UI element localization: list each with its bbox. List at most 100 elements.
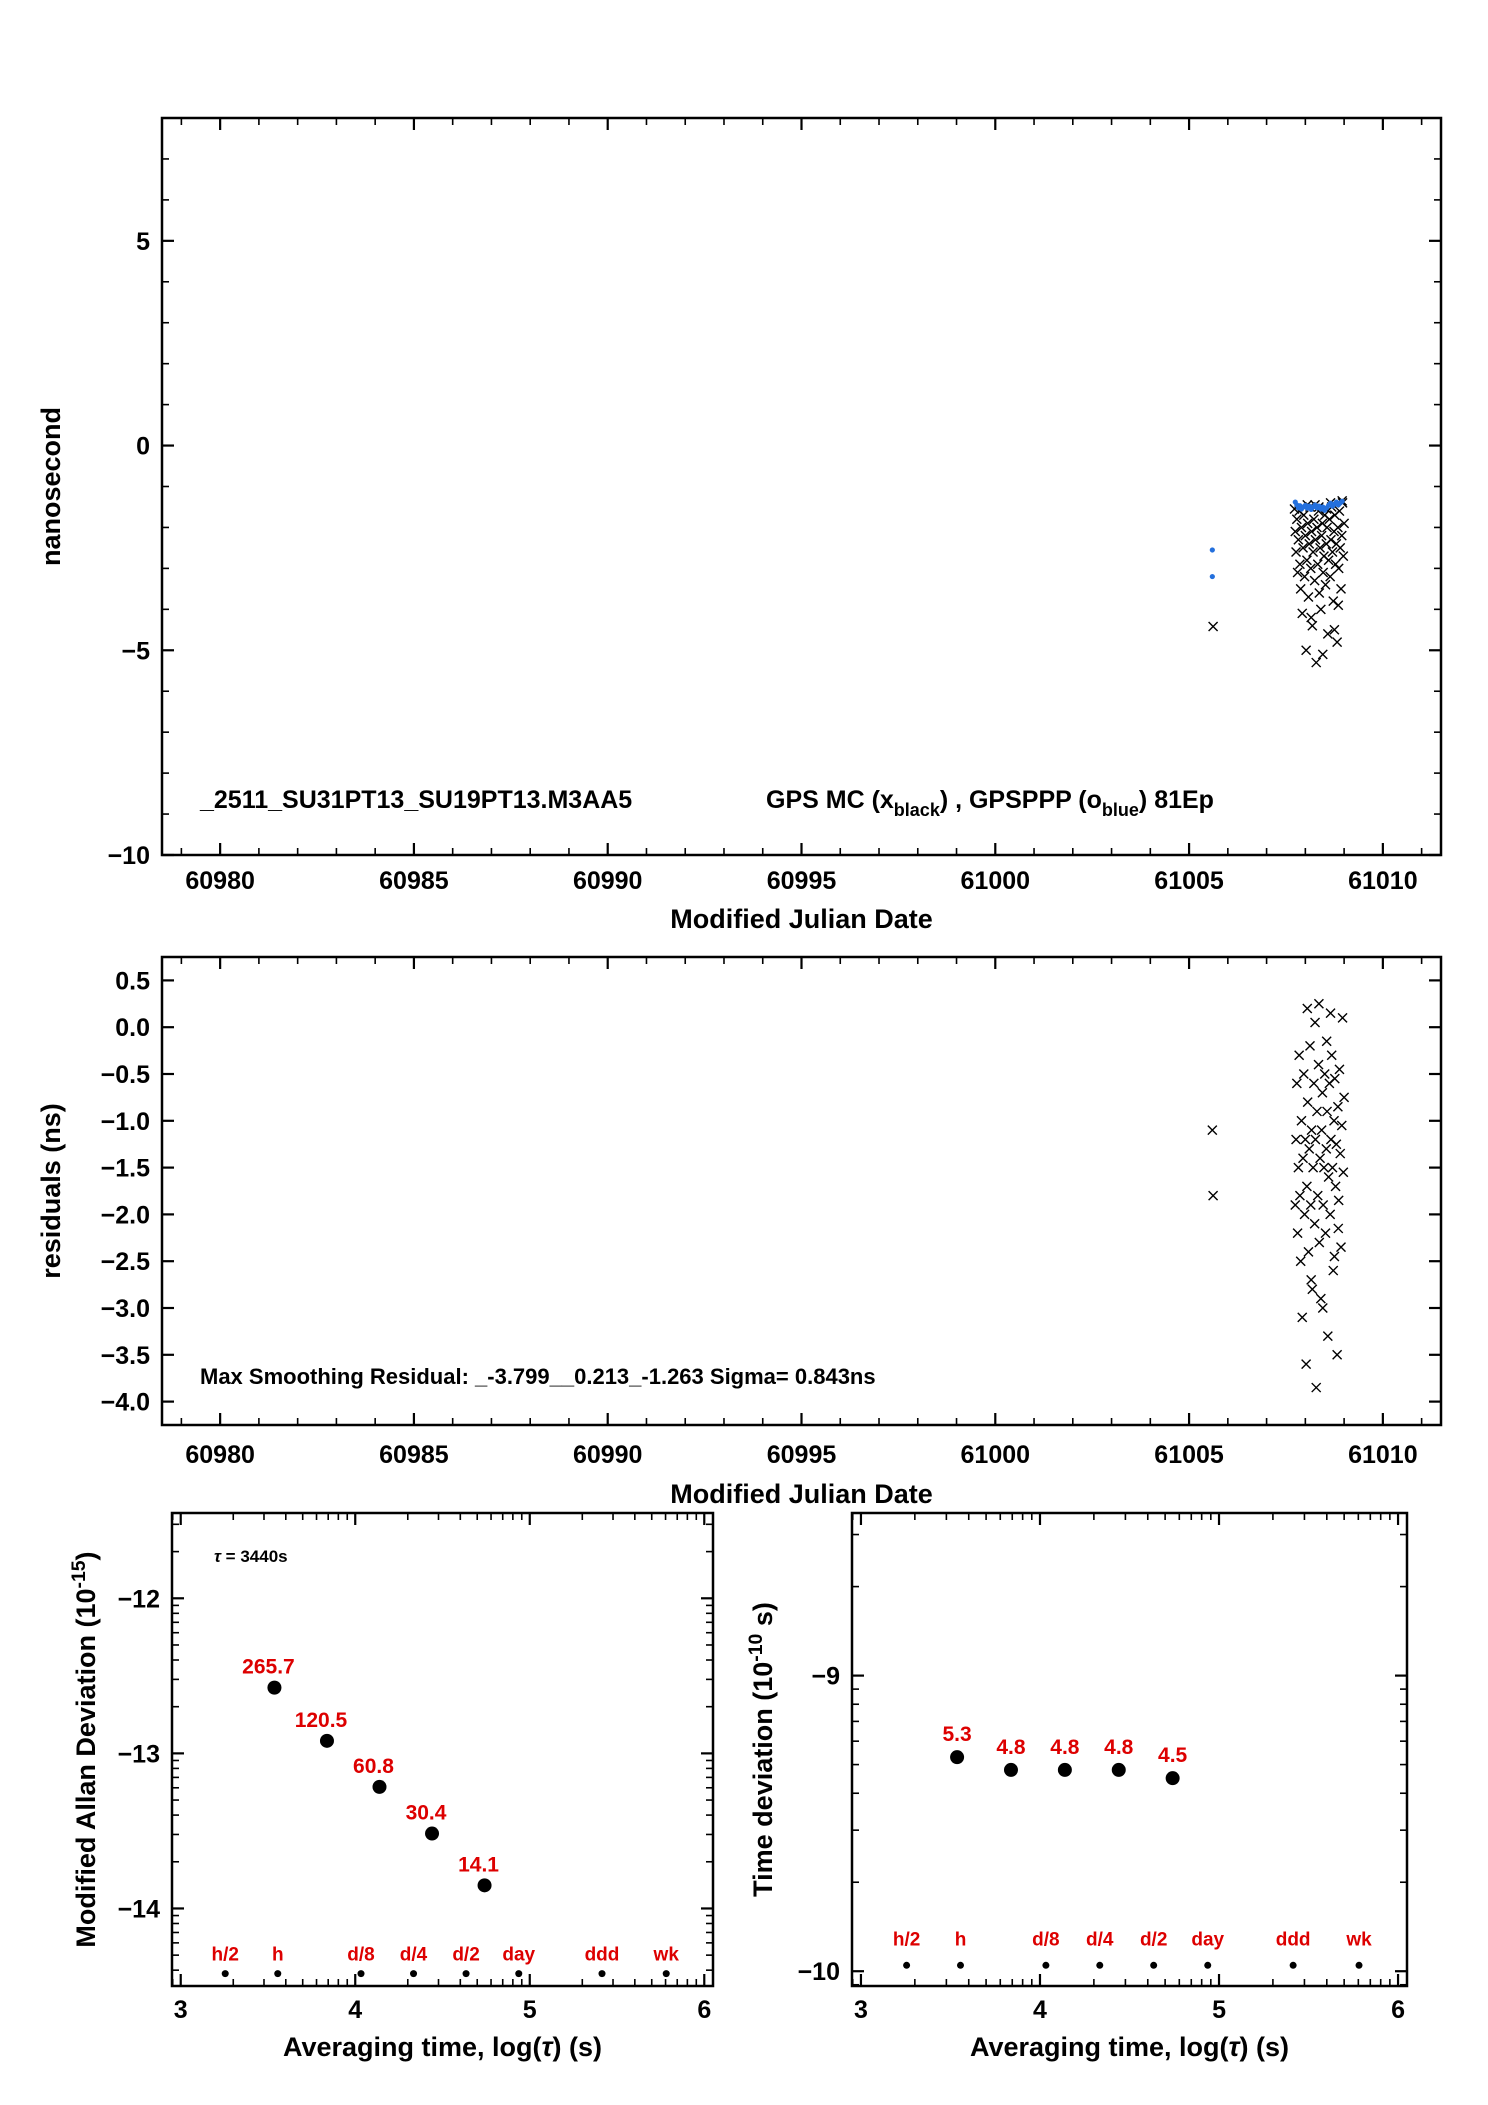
y-tick-label: −3.5 — [101, 1342, 150, 1370]
y-tick-label: −2.0 — [101, 1201, 150, 1229]
tau-mark-dot — [1096, 1961, 1104, 1969]
smoothing-residuals-plot: 60980 60985 60990 60995 61000 61005 61010 0.5 0.… — [36, 955, 1443, 1509]
y-tick-label: −5 — [121, 637, 150, 665]
plot-frame — [170, 1511, 715, 1988]
y-tick-label: −14 — [118, 1895, 161, 1923]
deviation-point — [1003, 1762, 1018, 1777]
tau-mark-label: h — [272, 1945, 284, 1966]
y-tick-label: −10 — [798, 1958, 840, 1986]
gps-mc-x-markers — [1208, 495, 1350, 668]
tau-mark-dot — [515, 1970, 523, 1978]
y-tick-label: 0.5 — [115, 967, 150, 995]
y-tick-label: −3.0 — [101, 1295, 150, 1323]
x-tick-label: 61010 — [1348, 867, 1418, 895]
deviation-point — [372, 1779, 387, 1794]
dataset-title: _2511_SU31PT13_SU19PT13.M3AA5 — [199, 786, 632, 814]
tau-mark-label: h/2 — [893, 1929, 920, 1950]
y-tick-label: −0.5 — [101, 1061, 150, 1089]
y-tick-label: −9 — [811, 1663, 840, 1691]
deviation-value-label: 14.1 — [458, 1853, 499, 1876]
y-tick-label: −1.0 — [101, 1108, 150, 1136]
tau-mark-label: d/8 — [347, 1945, 374, 1966]
tau-mark-label: day — [1191, 1929, 1224, 1950]
tau-mark-dot — [462, 1970, 470, 1978]
x-tick-label: 3 — [854, 1996, 868, 2024]
deviation-value-label: 120.5 — [295, 1709, 348, 1732]
x-axis-label: Averaging time, log(τ) (s) — [970, 2032, 1289, 2062]
x-tick-label: 61005 — [1154, 1441, 1224, 1469]
tau-mark-dot — [662, 1970, 670, 1978]
y-axis-label: Time deviation (10-10 s) — [745, 1602, 778, 1897]
tau-note: τ = 3440s — [214, 1547, 288, 1566]
x-tick-label: 60985 — [379, 867, 449, 895]
x-tick-label: 5 — [1212, 1996, 1226, 2024]
y-tick-label: −1.5 — [101, 1155, 150, 1183]
tau-mark-label: ddd — [585, 1945, 620, 1966]
residuals-vs-mjd-panel: 60980 60985 60990 60995 61000 61005 61010 0.5 0.… — [36, 955, 1443, 1509]
deviation-point — [1111, 1762, 1126, 1777]
deviation-value-label: 4.8 — [996, 1736, 1026, 1759]
x-axis-label: Modified Julian Date — [670, 1479, 933, 1509]
gpsppp-o-markers — [1209, 498, 1345, 580]
y-axis-label: residuals (ns) — [36, 1103, 66, 1279]
deviation-value-label: 4.5 — [1158, 1744, 1188, 1767]
deviation-point — [1057, 1762, 1072, 1777]
time-deviation-plot: 3 4 5 6 −9 −10 5.3 4.8 4.8 4.8 4.5 h/2 h d/8 d/4 d/2 day… — [745, 1511, 1409, 2062]
tau-mark-label: d/8 — [1032, 1929, 1059, 1950]
deviation-value-label: 4.8 — [1104, 1736, 1134, 1759]
tau-mark-dot — [598, 1970, 606, 1978]
x-tick-label: 61000 — [961, 867, 1031, 895]
deviation-point — [319, 1733, 334, 1748]
tau-mark-dot — [1204, 1961, 1212, 1969]
x-tick-label: 61005 — [1154, 867, 1224, 895]
deviation-value-label: 4.8 — [1050, 1736, 1080, 1759]
tau-mark-label: d/2 — [452, 1945, 479, 1966]
plot-frame — [850, 1511, 1409, 1988]
plot-frame — [160, 116, 1443, 857]
nanosecond-vs-mjd-panel: 60980 60985 60990 60995 61000 61005 61010 5 0 −5 −… — [36, 116, 1443, 934]
y-tick-label: −13 — [118, 1740, 160, 1768]
deviation-point — [267, 1680, 282, 1695]
x-tick-label: 5 — [523, 1996, 537, 2024]
x-tick-label: 60990 — [573, 1441, 643, 1469]
x-tick-label: 4 — [1033, 1996, 1047, 2024]
x-tick-label: 60990 — [573, 867, 643, 895]
residual-stats-annotation: Max Smoothing Residual: _-3.799__0.213_-… — [200, 1364, 876, 1389]
deviation-value-label: 5.3 — [942, 1723, 971, 1746]
deviation-value-label: 60.8 — [353, 1755, 394, 1778]
x-tick-label: 60995 — [767, 867, 837, 895]
tau-mark-dot — [1289, 1961, 1297, 1969]
y-tick-label: −4.0 — [101, 1389, 150, 1417]
x-tick-label: 6 — [697, 1996, 711, 2024]
tau-mark-dot — [221, 1970, 229, 1978]
y-tick-label: −10 — [108, 842, 150, 870]
tau-mark-label: h/2 — [212, 1945, 239, 1966]
modified-allan-deviation-plot: 3 4 5 6 −12 −13 −14 265.7 120.560.8 30.4 14.1 h/2 h d… — [68, 1511, 715, 2062]
y-tick-label: 5 — [136, 228, 150, 256]
y-tick-label: 0 — [136, 433, 150, 461]
deviation-point — [477, 1878, 492, 1893]
x-tick-label: 60995 — [767, 1441, 837, 1469]
y-axis-label: Modified Allan Deviation (10-15) — [68, 1551, 101, 1947]
y-tick-label: −12 — [118, 1585, 160, 1613]
tau-mark-dot — [903, 1961, 911, 1969]
y-axis-label: nanosecond — [36, 407, 66, 566]
y-tick-label: 0.0 — [115, 1014, 150, 1042]
tau-mark-dot — [357, 1970, 365, 1978]
x-axis-label: Averaging time, log(τ) (s) — [283, 2032, 602, 2062]
x-tick-label: 60980 — [185, 867, 255, 895]
tau-mark-dot — [1150, 1961, 1158, 1969]
tau-mark-dot — [1355, 1961, 1363, 1969]
tau-mark-dot — [956, 1961, 964, 1969]
deviation-value-label: 265.7 — [242, 1656, 295, 1679]
gps-mc-vs-gpsppp-plot: 60980 60985 60990 60995 61000 61005 61010 5 0 −5 −… — [36, 116, 1443, 934]
x-tick-label: 60985 — [379, 1441, 449, 1469]
tau-mark-label: d/2 — [1140, 1929, 1167, 1950]
deviation-point — [425, 1826, 440, 1841]
tau-mark-label: ddd — [1276, 1929, 1311, 1950]
x-tick-label: 61010 — [1348, 1441, 1418, 1469]
deviation-panels: 3 4 5 6 −12 −13 −14 265.7 120.560.8 30.4 14.1 h/2 h d… — [68, 1511, 1409, 2062]
tau-mark-label: h — [955, 1929, 967, 1950]
plot-frame — [160, 955, 1443, 1427]
